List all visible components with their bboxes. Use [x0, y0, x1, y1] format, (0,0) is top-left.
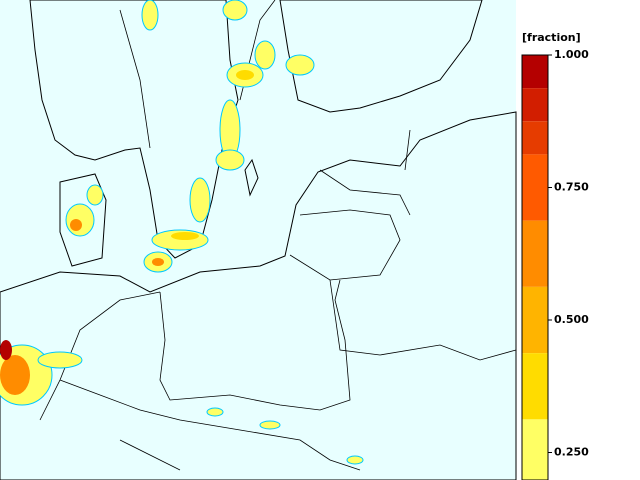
- field-patch: [152, 258, 164, 266]
- field-patch: [346, 455, 364, 465]
- country-border: [99, 394, 361, 471]
- colorbar: 1.000 0.750 0.500 0.250: [521, 48, 589, 480]
- colorbar-band: [522, 88, 548, 122]
- colorbar-tick-label: 0.250: [554, 446, 589, 459]
- colorbar-band: [522, 154, 548, 221]
- field-patch: [37, 351, 83, 369]
- field-patch: [222, 0, 248, 21]
- field-patch: [141, 0, 159, 31]
- field-patch: [285, 54, 315, 76]
- colorbar-band: [522, 55, 548, 89]
- field-patch: [206, 407, 224, 417]
- field-patch: [189, 177, 211, 223]
- country-border: [159, 279, 351, 411]
- gotland: [244, 158, 259, 197]
- field-patch: [70, 219, 82, 231]
- colorbar-label: [fraction]: [522, 31, 581, 44]
- continent: [0, 111, 517, 480]
- field-patch: [0, 340, 12, 360]
- field-patch: [236, 70, 254, 80]
- fraction-field: [0, 0, 364, 465]
- country-border: [319, 129, 411, 216]
- colorbar-tick-label: 0.500: [554, 313, 589, 326]
- colorbar-frame: [521, 54, 549, 480]
- field-patch: [0, 355, 30, 395]
- field-patch: [65, 203, 95, 237]
- colorbar-band: [522, 353, 548, 420]
- colorbar-band: [522, 220, 548, 287]
- finland: [279, 0, 483, 113]
- colorbar-band: [522, 121, 548, 155]
- country-border: [39, 291, 161, 421]
- colorbar-tick-label: 1.000: [554, 48, 589, 61]
- field-patch: [215, 149, 245, 171]
- field-patch: [171, 232, 199, 240]
- field-patch: [254, 40, 276, 70]
- colorbar-band: [522, 286, 548, 354]
- field-patch: [86, 184, 104, 206]
- country-border: [329, 279, 517, 361]
- colorbar-band: [522, 419, 548, 480]
- colorbar-tick-label: 0.750: [554, 181, 589, 194]
- field-patch: [259, 420, 281, 430]
- scandinavia: [29, 0, 239, 259]
